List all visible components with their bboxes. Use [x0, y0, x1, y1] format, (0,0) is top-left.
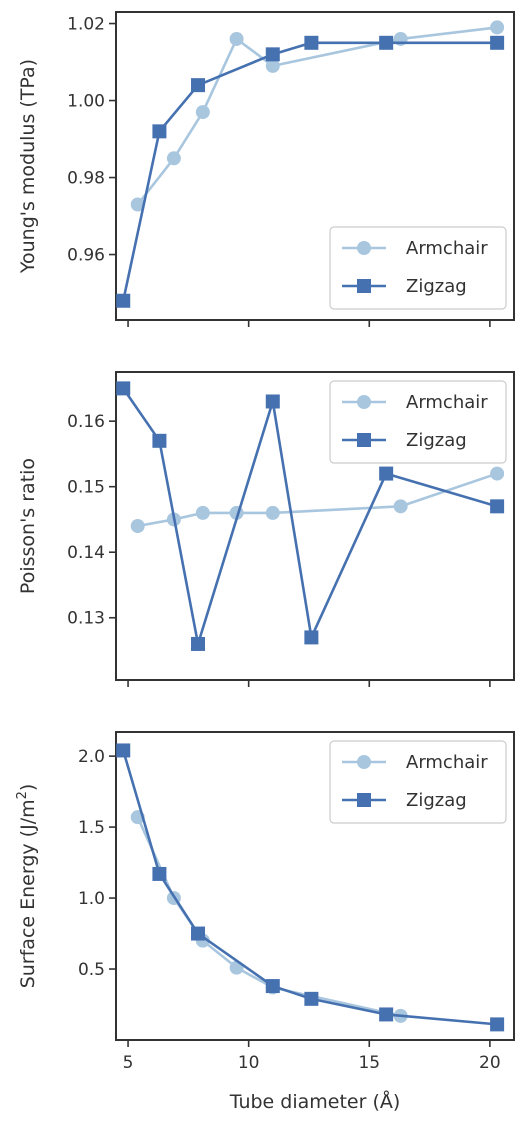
y-tick-label: 0.13 — [67, 609, 105, 629]
chart-panel-2: 0.13 0.14 0.15 0.16 Poisson's ratio Armchair Z… — [17, 371, 515, 687]
data-point — [265, 47, 280, 62]
data-point — [304, 35, 319, 50]
y-tick-label: 1.00 — [67, 92, 105, 112]
x-tick-label: 20 — [479, 1053, 501, 1073]
data-point — [265, 58, 280, 73]
legend-label-zigzag: Zigzag — [406, 276, 467, 297]
legend-marker-circle — [357, 395, 371, 409]
plot-frame — [115, 11, 515, 321]
data-point — [379, 466, 394, 481]
legend-label-zigzag: Zigzag — [406, 430, 467, 451]
series-armchair — [130, 20, 505, 212]
legend-label-zigzag: Zigzag — [406, 790, 467, 811]
x-axis-label: Tube diameter (Å) — [229, 1090, 401, 1113]
legend: Armchair Zigzag — [329, 226, 507, 310]
chart-panel-3: 0.5 1.0 1.5 2.0 5 10 15 20 Surface Energy (J/m2)… — [15, 731, 515, 1113]
data-point — [195, 505, 210, 520]
legend-label-armchair: Armchair — [406, 238, 488, 259]
y-axis-label-text: Young's modulus (TPa) — [17, 59, 39, 274]
data-point — [152, 124, 167, 139]
plot-frame — [115, 371, 515, 681]
y-tick-label: 1.02 — [67, 15, 105, 35]
data-point — [166, 151, 181, 166]
data-point — [265, 979, 280, 994]
series-line — [136, 26, 498, 206]
data-point — [265, 394, 280, 409]
y-axis-label: Young's modulus (TPa) — [17, 59, 39, 274]
y-tick-label: 1.5 — [78, 818, 105, 838]
x-tick-label: 15 — [358, 1053, 380, 1073]
legend: Armchair Zigzag — [329, 380, 507, 464]
legend-marker-square — [357, 433, 371, 447]
data-point — [191, 78, 206, 93]
data-point — [116, 293, 131, 308]
y-tick-label: 2.0 — [78, 747, 105, 767]
data-point — [490, 466, 505, 481]
y-tick-label: 0.14 — [67, 543, 105, 563]
x-tick-label: 5 — [123, 1053, 134, 1073]
data-point — [379, 35, 394, 50]
data-point — [304, 630, 319, 645]
data-point — [191, 636, 206, 651]
data-point — [393, 499, 408, 514]
legend-marker-square — [357, 279, 371, 293]
legend-marker-circle — [357, 241, 371, 255]
data-point — [265, 505, 280, 520]
legend: Armchair Zigzag — [329, 740, 507, 824]
legend-marker-circle — [357, 755, 371, 769]
data-point — [195, 105, 210, 120]
y-tick-label: 0.15 — [67, 478, 105, 498]
data-point — [490, 35, 505, 50]
data-point — [229, 31, 244, 46]
x-tick-label: 10 — [238, 1053, 260, 1073]
data-point — [130, 519, 145, 533]
y-axis-label: Poisson's ratio — [17, 458, 39, 594]
y-tick-label: 0.98 — [67, 169, 105, 189]
data-point — [116, 381, 131, 396]
y-axis-label-text: Surface Energy (J/m — [17, 799, 39, 988]
y-axis-label-text: Poisson's ratio — [17, 458, 39, 594]
series-armchair — [130, 466, 505, 533]
data-point — [130, 197, 145, 212]
legend-marker-square — [357, 793, 371, 807]
data-point — [152, 866, 167, 881]
legend-label-armchair: Armchair — [406, 392, 488, 413]
y-tick-label: 0.96 — [67, 246, 105, 266]
series-zigzag — [116, 35, 505, 308]
data-point — [116, 743, 131, 758]
data-point — [490, 20, 505, 35]
series-zigzag — [116, 381, 505, 651]
legend-label-armchair: Armchair — [406, 752, 488, 773]
data-point — [490, 1017, 505, 1032]
y-axis-label-close: ) — [17, 784, 39, 791]
data-point — [191, 926, 206, 941]
y-tick-label: 0.5 — [78, 960, 105, 980]
data-point — [490, 499, 505, 514]
chart-panel-1: 0.96 0.98 1.00 1.02 Young's modulus (TPa) Arm… — [17, 11, 515, 327]
y-tick-label: 1.0 — [78, 889, 105, 909]
y-axis-label-superscript: 2 — [15, 791, 30, 799]
data-point — [304, 991, 319, 1006]
series-zigzag — [116, 743, 505, 1032]
plot-frame — [115, 731, 515, 1041]
data-point — [152, 433, 167, 448]
y-tick-label: 0.16 — [67, 412, 105, 432]
series-line — [137, 472, 498, 528]
data-point — [379, 1007, 394, 1022]
y-axis-label: Surface Energy (J/m2) — [15, 784, 39, 989]
